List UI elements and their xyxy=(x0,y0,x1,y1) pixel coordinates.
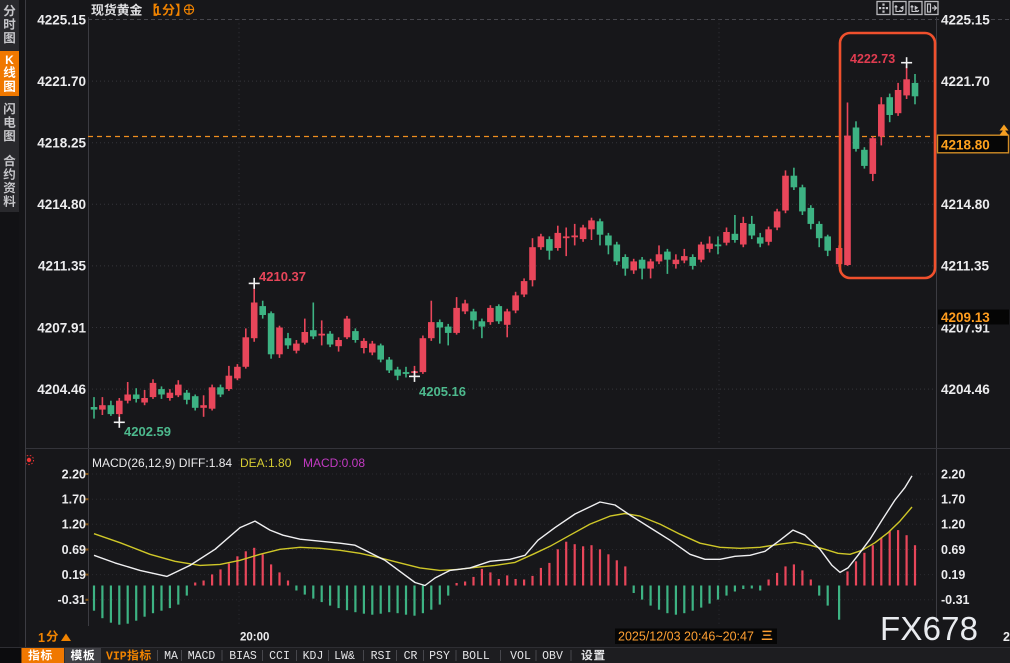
svg-text:4202.59: 4202.59 xyxy=(124,424,171,439)
svg-text:21:00: 21:00 xyxy=(1003,630,1010,644)
svg-text:2.20: 2.20 xyxy=(62,467,86,481)
svg-text:PSY: PSY xyxy=(429,650,450,663)
svg-text:4211.35: 4211.35 xyxy=(941,259,990,274)
svg-text:0.69: 0.69 xyxy=(62,543,86,557)
svg-text:4211.35: 4211.35 xyxy=(38,259,87,274)
svg-text:1.20: 1.20 xyxy=(941,518,965,532)
svg-text:4205.16: 4205.16 xyxy=(419,384,466,399)
svg-text:VIP: VIP xyxy=(106,651,127,663)
svg-text:CR: CR xyxy=(404,650,418,663)
svg-text:4207.91: 4207.91 xyxy=(37,320,86,335)
svg-text:2025/12/03 20:46~20:47: 2025/12/03 20:46~20:47 xyxy=(618,630,754,644)
svg-text:MACD: MACD xyxy=(188,650,216,663)
svg-text:1.20: 1.20 xyxy=(62,518,86,532)
svg-text:1.70: 1.70 xyxy=(62,493,86,507)
svg-text:4204.46: 4204.46 xyxy=(37,382,86,397)
svg-text:LW&: LW& xyxy=(334,650,355,663)
svg-text:OBV: OBV xyxy=(542,650,563,663)
svg-text:0.69: 0.69 xyxy=(941,543,965,557)
svg-text:4204.46: 4204.46 xyxy=(941,382,990,397)
svg-text:4209.13: 4209.13 xyxy=(941,310,990,325)
svg-text:MA: MA xyxy=(164,650,178,663)
svg-text:1: 1 xyxy=(154,3,161,18)
svg-text:4222.73: 4222.73 xyxy=(850,52,895,66)
svg-text:20:00: 20:00 xyxy=(240,632,269,644)
svg-text:4210.37: 4210.37 xyxy=(259,269,306,284)
svg-text:1: 1 xyxy=(38,631,45,645)
svg-text:4218.80: 4218.80 xyxy=(941,138,990,153)
svg-text:-0.31: -0.31 xyxy=(941,593,970,607)
svg-text:0.19: 0.19 xyxy=(62,568,86,582)
svg-text:1.70: 1.70 xyxy=(941,493,965,507)
svg-text:MACD:0.08: MACD:0.08 xyxy=(303,456,365,470)
svg-text:4225.15: 4225.15 xyxy=(37,12,86,27)
svg-text:BIAS: BIAS xyxy=(229,650,257,663)
svg-text:4221.70: 4221.70 xyxy=(941,74,990,89)
svg-text:2.20: 2.20 xyxy=(941,467,965,481)
svg-text:MACD(26,12,9) DIFF:1.84: MACD(26,12,9) DIFF:1.84 xyxy=(92,456,232,470)
svg-text:FX678: FX678 xyxy=(880,610,978,647)
svg-text:VOL: VOL xyxy=(510,650,531,663)
svg-text:4218.25: 4218.25 xyxy=(37,136,86,151)
svg-text:DEA:1.80: DEA:1.80 xyxy=(240,456,292,470)
svg-text:0.19: 0.19 xyxy=(941,568,965,582)
svg-text:4214.80: 4214.80 xyxy=(37,197,86,212)
svg-text:KDJ: KDJ xyxy=(303,650,324,663)
svg-text:4221.70: 4221.70 xyxy=(37,74,86,89)
svg-text:4225.15: 4225.15 xyxy=(941,12,990,27)
svg-text:CCI: CCI xyxy=(269,650,290,663)
svg-text:4214.80: 4214.80 xyxy=(941,197,990,212)
svg-text:BOLL: BOLL xyxy=(462,650,490,663)
svg-text:-0.31: -0.31 xyxy=(58,593,87,607)
svg-text:K: K xyxy=(5,53,14,67)
svg-text:RSI: RSI xyxy=(371,650,392,663)
